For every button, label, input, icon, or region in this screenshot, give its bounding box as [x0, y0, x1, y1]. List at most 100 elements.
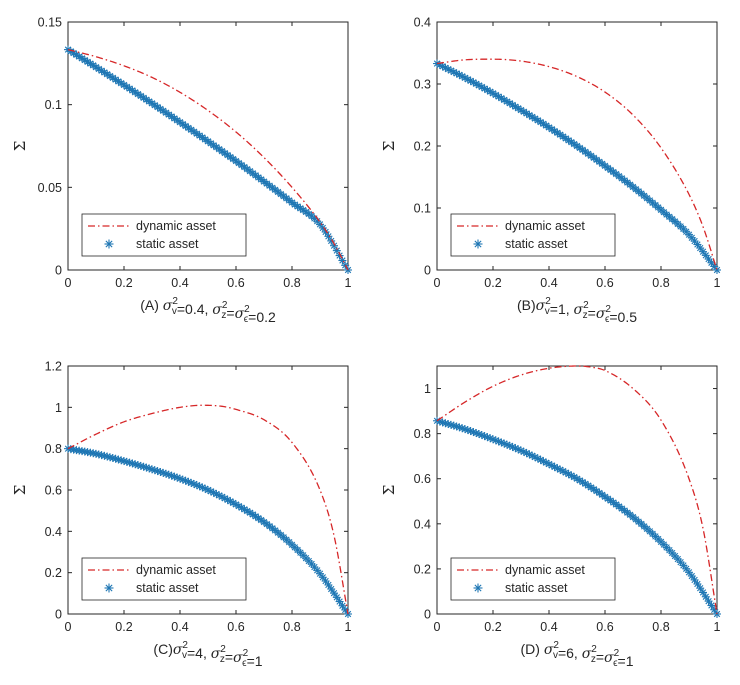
x-tick-label: 1	[345, 620, 352, 634]
y-tick-label: 0.1	[45, 98, 62, 112]
panel-c: 0 0.2 0.4 0.6 0.8 100.20.40.60.811.2Σ(C)σ2 v=4…	[11, 360, 352, 669]
static-asset-point	[441, 419, 450, 428]
static-asset-point	[444, 65, 453, 74]
static-asset-point	[316, 220, 324, 229]
x-tick-label: 0	[65, 620, 72, 634]
y-tick-label: 0.2	[45, 566, 62, 580]
series-static-asset	[433, 416, 721, 618]
static-asset-point	[128, 459, 137, 468]
panel-caption: (A) σ2 v=0.4, σ2 z=σ2 ϵ=0.2	[140, 296, 276, 325]
static-asset-point	[159, 106, 168, 115]
caption-value: =0.5	[609, 309, 637, 325]
legend-static-swatch	[104, 239, 114, 249]
caption-value: =1	[247, 653, 263, 669]
y-tick-label: 0.2	[414, 140, 431, 154]
sigma-superscript: 2	[220, 644, 226, 655]
sigma-subscript: z	[583, 310, 588, 321]
caption-prefix: (C)	[153, 641, 172, 657]
y-tick-label: 0	[424, 608, 431, 622]
x-tick-label: 0.8	[652, 276, 669, 290]
static-asset-point	[685, 568, 693, 577]
y-tick-label: 0.1	[414, 202, 431, 216]
legend-static-swatch	[473, 239, 483, 249]
y-tick-label: 0	[55, 608, 62, 622]
caption-equals: =	[596, 649, 604, 665]
static-asset-point	[690, 575, 699, 584]
dynamic-asset-line	[67, 48, 349, 271]
x-tick-label: 0.4	[171, 620, 188, 634]
y-tick-label: 0	[55, 264, 62, 278]
x-tick-label: 0.6	[227, 620, 244, 634]
sigma-subscript: ϵ	[605, 314, 610, 325]
static-asset-point	[332, 593, 341, 602]
legend-static-label: static asset	[505, 581, 568, 595]
panel-b: 0 0.2 0.4 0.6 0.8 100.10.20.30.4Σ(B)σ2 v=1, σ2…	[380, 16, 721, 325]
series-static-asset	[64, 45, 352, 274]
y-tick-label: 0.6	[45, 484, 62, 498]
x-tick-label: 0.4	[540, 620, 557, 634]
y-tick-label: 0.3	[414, 78, 431, 92]
y-tick-label: 0.4	[414, 517, 431, 531]
caption-prefix: (D)	[520, 641, 543, 657]
y-tick-label: 0.15	[38, 16, 62, 30]
sigma-subscript: v	[553, 650, 558, 661]
sigma-subscript: ϵ	[244, 314, 249, 325]
legend: dynamic asset static asset	[81, 557, 247, 601]
legend-box	[450, 557, 616, 601]
legend-dynamic-label: dynamic asset	[505, 563, 585, 577]
static-asset-point	[327, 585, 336, 594]
series-static-asset	[64, 444, 352, 618]
legend-static-label: static asset	[136, 581, 199, 595]
legend-static-swatch	[104, 583, 114, 593]
sigma-subscript: v	[172, 306, 177, 317]
caption-equals: =	[588, 305, 596, 321]
panel-caption: (D) σ2 v=6, σ2 z=σ2 ϵ=1	[520, 640, 633, 669]
x-tick-label: 1	[714, 620, 721, 634]
legend-box	[450, 213, 616, 257]
caption-value: =0.4,	[177, 301, 212, 317]
legend: dynamic asset static asset	[450, 213, 616, 257]
y-tick-label: 0.4	[414, 16, 431, 30]
panel-a: 0 0.2 0.4 0.6 0.8 100.050.10.15Σ(A) σ2 v=0.4, …	[11, 16, 352, 325]
sigma-symbol: σ	[536, 298, 546, 314]
legend-box	[81, 213, 247, 257]
y-axis-label: Σ	[11, 485, 29, 496]
x-tick-label: 0.6	[227, 276, 244, 290]
x-tick-label: 0.8	[283, 276, 300, 290]
static-asset-point	[455, 423, 464, 432]
caption-value: =4,	[187, 645, 211, 661]
static-asset-point	[204, 486, 212, 494]
x-tick-label: 0.2	[484, 276, 501, 290]
y-tick-label: 0.05	[38, 181, 62, 195]
x-tick-label: 0	[65, 276, 72, 290]
panel-caption: (B)σ2 v=1, σ2 z=σ2 ϵ=0.5	[517, 296, 637, 325]
y-axis-label: Σ	[11, 141, 29, 152]
x-tick-label: 0.8	[652, 620, 669, 634]
x-tick-label: 0.2	[484, 620, 501, 634]
static-asset-point	[699, 588, 707, 597]
x-tick-label: 0	[434, 276, 441, 290]
sigma-superscript: 2	[182, 640, 188, 651]
sigma-superscript: 2	[591, 644, 597, 655]
x-tick-label: 0.8	[283, 620, 300, 634]
static-asset-point	[338, 601, 347, 610]
legend-static-label: static asset	[136, 237, 199, 251]
caption-equals: =	[225, 649, 233, 665]
static-asset-point	[192, 481, 201, 490]
y-axis-label: Σ	[380, 141, 398, 152]
caption-value: =6,	[558, 645, 582, 661]
y-tick-label: 0.8	[414, 427, 431, 441]
y-tick-label: 0.2	[414, 562, 431, 576]
panel-caption: (C)σ2 v=4, σ2 z=σ2 ϵ=1	[153, 640, 262, 669]
series-static-asset	[433, 59, 721, 274]
legend-static-swatch	[473, 583, 483, 593]
caption-prefix: (A)	[140, 297, 163, 313]
sigma-symbol: σ	[604, 650, 614, 666]
sigma-superscript: 2	[545, 296, 551, 307]
sigma-symbol: σ	[233, 650, 243, 666]
static-asset-point	[296, 204, 305, 213]
x-tick-label: 0.4	[540, 276, 557, 290]
caption-prefix: (B)	[517, 297, 536, 313]
dynamic-asset-line	[436, 365, 718, 615]
sigma-subscript: ϵ	[242, 658, 247, 669]
